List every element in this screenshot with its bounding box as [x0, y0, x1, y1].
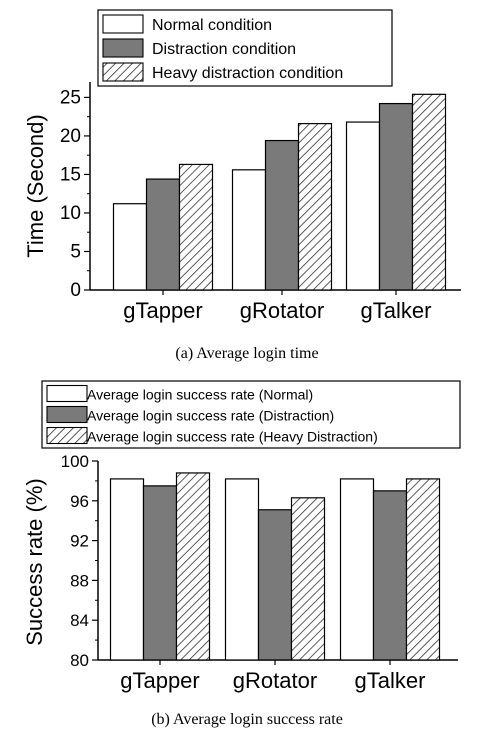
- caption-login-time: (a) Average login time: [175, 345, 318, 362]
- legend-success-rate: Average login success rate (Normal) Avera…: [41, 380, 461, 449]
- bar-success-rate-series-2-gTapper: [175, 472, 211, 661]
- y-tick-label: 20: [60, 126, 81, 147]
- legend-login-time: Normal condition Distraction condition Hea…: [97, 9, 393, 87]
- x-category-label: gTapper: [123, 298, 203, 323]
- legend-box: [41, 380, 461, 449]
- bar-success-rate-series-1-gTapper: [142, 485, 178, 661]
- legend-swatch: [102, 38, 144, 58]
- legend-entry-label: Average login success rate (Normal): [87, 387, 313, 403]
- legend-entry-label: Normal condition: [152, 17, 272, 34]
- bar-login-time-series-1-gTapper: [145, 178, 181, 291]
- chart-login-time: Normal condition Distraction condition Hea…: [23, 9, 461, 362]
- y-tick-label: 96: [70, 492, 89, 511]
- bar-success-rate-series-0-gTapper: [109, 478, 145, 661]
- bar-login-time-series-2-gRotator: [297, 122, 333, 291]
- legend-entry-label: Distraction condition: [152, 41, 296, 58]
- chart-success-rate: Average login success rate (Normal) Avera…: [22, 380, 461, 728]
- legend-swatch: [102, 62, 144, 82]
- legend-box: [97, 9, 393, 87]
- bar-success-rate-series-0-gRotator: [224, 478, 260, 661]
- bar-login-time-series-1-gRotator: [264, 139, 300, 291]
- bar-success-rate-series-0-gTalker: [339, 478, 375, 661]
- y-axis-label-login-time: Time (Second): [23, 114, 48, 257]
- y-tick-label: 10: [60, 203, 81, 224]
- x-category-label: gTalker: [361, 298, 432, 323]
- bar-success-rate-series-2-gTalker: [405, 478, 441, 661]
- x-category-label: gTapper: [120, 668, 200, 693]
- bars-login-time: [112, 93, 447, 291]
- y-tick-label: 25: [60, 87, 81, 108]
- legend-swatch: [46, 405, 88, 424]
- legend-swatch: [102, 14, 144, 34]
- y-tick-label: 100: [61, 452, 89, 471]
- bar-login-time-series-0-gTapper: [112, 203, 148, 291]
- y-tick-label: 84: [70, 611, 89, 630]
- x-category-label: gRotator: [240, 298, 324, 323]
- bar-success-rate-series-1-gRotator: [257, 509, 293, 661]
- legend-entry-label: Average login success rate (Heavy Distra…: [87, 429, 378, 445]
- legend-entry-label: Average login success rate (Distraction): [87, 408, 334, 424]
- y-tick-label: 92: [70, 532, 89, 551]
- x-category-label: gTalker: [355, 668, 426, 693]
- y-tick-label: 5: [70, 241, 81, 262]
- bar-success-rate-series-2-gRotator: [290, 497, 326, 661]
- bar-login-time-series-2-gTapper: [178, 163, 214, 291]
- bars-success-rate: [109, 472, 441, 661]
- legend-swatch: [46, 384, 88, 403]
- y-axis-label-success-rate: Success rate (%): [22, 478, 47, 646]
- bar-login-time-series-2-gTalker: [411, 93, 447, 291]
- bar-success-rate-series-1-gTalker: [372, 490, 408, 661]
- bar-login-time-series-1-gTalker: [378, 102, 414, 291]
- y-tick-label: 0: [70, 280, 81, 301]
- axes-success-rate: 80 84 88 92 96 100 gTapper gRotator gTalker: [61, 452, 458, 693]
- y-tick-label: 15: [60, 164, 81, 185]
- x-category-label: gRotator: [233, 668, 317, 693]
- legend-swatch: [46, 426, 88, 445]
- bar-login-time-series-0-gTalker: [345, 121, 381, 291]
- y-tick-label: 88: [70, 571, 89, 590]
- bar-login-time-series-0-gRotator: [231, 169, 267, 291]
- caption-success-rate: (b) Average login success rate: [151, 711, 343, 728]
- legend-entry-label: Heavy distraction condition: [152, 65, 343, 82]
- y-tick-label: 80: [70, 651, 89, 670]
